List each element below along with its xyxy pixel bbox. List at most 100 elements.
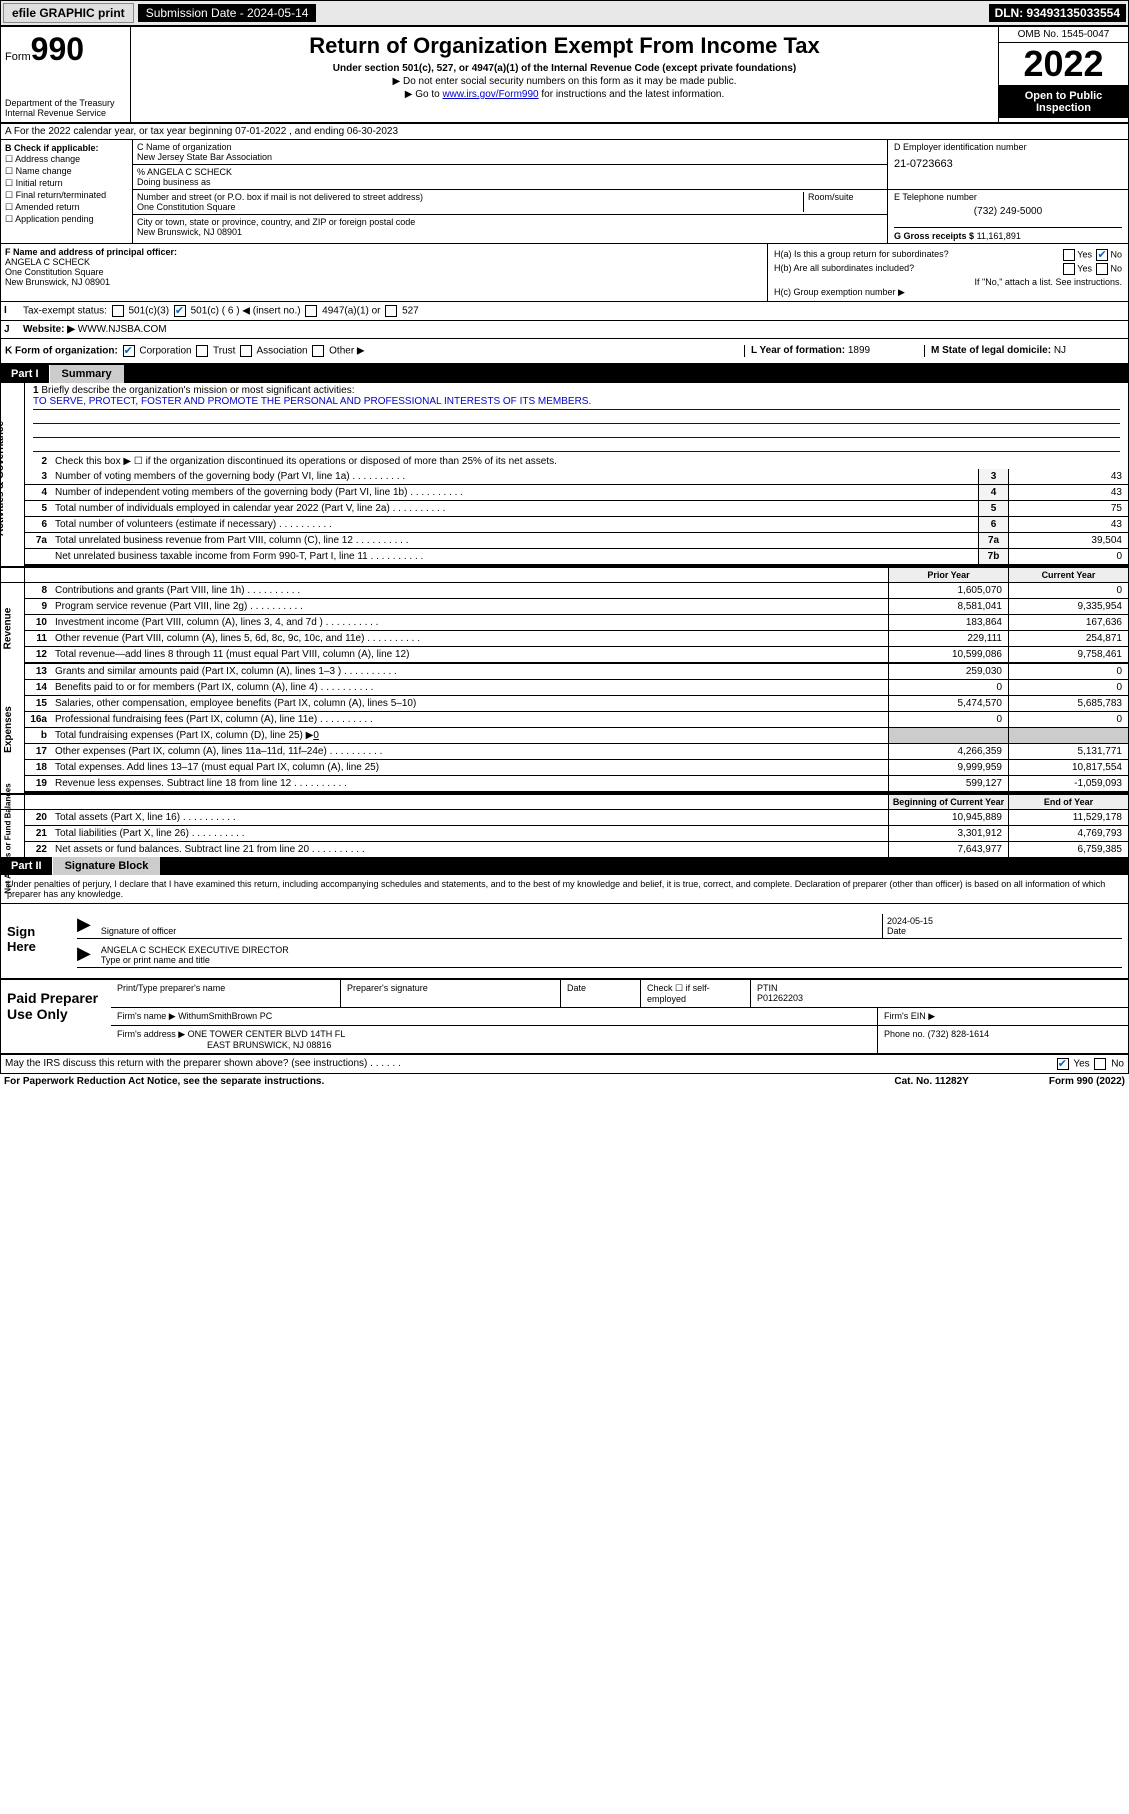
chk-app-pending[interactable]: ☐ Application pending — [5, 214, 128, 225]
p13: 259,030 — [888, 664, 1008, 679]
firm-phone-label: Phone no. — [884, 1029, 925, 1039]
addr-label: Number and street (or P.O. box if mail i… — [137, 192, 423, 202]
firm-addr2: EAST BRUNSWICK, NJ 08816 — [207, 1040, 331, 1050]
sig-date: 2024-05-15 — [887, 916, 933, 926]
discuss-no[interactable] — [1094, 1058, 1106, 1070]
telephone: (732) 249-5000 — [894, 206, 1122, 217]
form-header: Form990 Department of the Treasury Inter… — [1, 27, 1128, 124]
i-527[interactable] — [385, 305, 397, 317]
type-name-label: Type or print name and title — [101, 955, 210, 965]
p17: 4,266,359 — [888, 744, 1008, 759]
prep-selfemp[interactable]: Check ☐ if self-employed — [641, 980, 751, 1007]
chk-final-return[interactable]: ☐ Final return/terminated — [5, 190, 128, 201]
header-sub3: ▶ Go to www.irs.gov/Form990 for instruct… — [137, 89, 992, 100]
hb-yes[interactable] — [1063, 263, 1075, 275]
form-990: Form990 Department of the Treasury Inter… — [0, 26, 1129, 1074]
chk-initial-return[interactable]: ☐ Initial return — [5, 178, 128, 189]
ptin: P01262203 — [757, 993, 803, 1003]
c10: 167,636 — [1008, 615, 1128, 630]
p19: 599,127 — [888, 776, 1008, 791]
ein: 21-0723663 — [894, 158, 1122, 170]
f-label: F Name and address of principal officer: — [5, 247, 177, 257]
hb-no[interactable] — [1096, 263, 1108, 275]
paid-preparer-label: Paid Preparer Use Only — [1, 980, 111, 1053]
k-trust[interactable] — [196, 345, 208, 357]
j-label: Website: ▶ — [23, 324, 75, 335]
chk-address-change[interactable]: ☐ Address change — [5, 154, 128, 165]
firm-phone: (732) 828-1614 — [928, 1029, 990, 1039]
line-14: Benefits paid to or for members (Part IX… — [51, 680, 888, 695]
officer-addr2: New Brunswick, NJ 08901 — [5, 277, 110, 287]
line-3: Number of voting members of the governin… — [51, 469, 978, 484]
city-label: City or town, state or province, country… — [137, 217, 415, 227]
chk-amended[interactable]: ☐ Amended return — [5, 202, 128, 213]
part1-num: Part I — [1, 365, 49, 383]
col-f: F Name and address of principal officer:… — [1, 244, 768, 301]
p15: 5,474,570 — [888, 696, 1008, 711]
prior-current-header: Prior Year Current Year — [1, 566, 1128, 583]
line-5: Total number of individuals employed in … — [51, 501, 978, 516]
room-suite: Room/suite — [803, 192, 883, 212]
k-corp[interactable] — [123, 345, 135, 357]
i-501c[interactable] — [174, 305, 186, 317]
sig-date-label: Date — [887, 926, 906, 936]
line-17: Other expenses (Part IX, column (A), lin… — [51, 744, 888, 759]
discuss-yes[interactable] — [1057, 1058, 1069, 1070]
summary-net-assets: Net Assets or Fund Balances 20Total asse… — [1, 810, 1128, 857]
val-7a: 39,504 — [1008, 533, 1128, 548]
m-label: M State of legal domicile: — [931, 345, 1051, 356]
line-11: Other revenue (Part VIII, column (A), li… — [51, 631, 888, 646]
sign-arrow-icon: ▶ — [77, 943, 91, 967]
k-assoc[interactable] — [240, 345, 252, 357]
ha-no[interactable] — [1096, 249, 1108, 261]
part1-title: Summary — [49, 365, 124, 383]
p16a: 0 — [888, 712, 1008, 727]
line-2: Check this box ▶ ☐ if the organization d… — [51, 454, 1128, 469]
efile-print-button[interactable]: efile GRAPHIC print — [3, 3, 134, 23]
line-10: Investment income (Part VIII, column (A)… — [51, 615, 888, 630]
k-other[interactable] — [312, 345, 324, 357]
part1-header: Part I Summary — [1, 365, 1128, 383]
col-c-address: Number and street (or P.O. box if mail i… — [133, 190, 888, 243]
cat-no: Cat. No. 11282Y — [894, 1076, 968, 1087]
footer-bar: For Paperwork Reduction Act Notice, see … — [0, 1074, 1129, 1089]
website: WWW.NJSBA.COM — [78, 324, 167, 335]
line-16a: Professional fundraising fees (Part IX, … — [51, 712, 888, 727]
line-7a: Total unrelated business revenue from Pa… — [51, 533, 978, 548]
p10: 183,864 — [888, 615, 1008, 630]
boy-hdr: Beginning of Current Year — [888, 795, 1008, 809]
chk-name-change[interactable]: ☐ Name change — [5, 166, 128, 177]
open-to-public: Open to Public Inspection — [999, 86, 1128, 118]
line-16b: Total fundraising expenses (Part IX, col… — [51, 728, 888, 743]
prep-sig-hdr: Preparer's signature — [341, 980, 561, 1007]
i-501c3[interactable] — [112, 305, 124, 317]
current-year-hdr: Current Year — [1008, 568, 1128, 582]
ha-yes[interactable] — [1063, 249, 1075, 261]
boy-eoy-header: Beginning of Current Year End of Year — [1, 793, 1128, 810]
header-right: OMB No. 1545-0047 2022 Open to Public In… — [998, 27, 1128, 122]
p21: 3,301,912 — [888, 826, 1008, 841]
signature-declaration: Under penalties of perjury, I declare th… — [1, 875, 1128, 904]
line-20: Total assets (Part X, line 16) — [51, 810, 888, 825]
e-label: E Telephone number — [894, 192, 1122, 202]
i-4947[interactable] — [305, 305, 317, 317]
dept-treasury: Department of the Treasury Internal Reve… — [5, 98, 126, 118]
year-formation: 1899 — [848, 345, 870, 356]
irs-link[interactable]: www.irs.gov/Form990 — [442, 89, 538, 100]
form-ref: Form 990 (2022) — [1049, 1076, 1125, 1087]
firm-addr-label: Firm's address ▶ — [117, 1029, 185, 1039]
line-21: Total liabilities (Part X, line 26) — [51, 826, 888, 841]
form-title: Return of Organization Exempt From Incom… — [137, 33, 992, 59]
col-d: D Employer identification number 21-0723… — [888, 140, 1128, 189]
officer-addr1: One Constitution Square — [5, 267, 104, 277]
i-label: Tax-exempt status: — [23, 306, 107, 317]
g-label: G Gross receipts $ — [894, 231, 974, 241]
p18: 9,999,959 — [888, 760, 1008, 775]
line-19: Revenue less expenses. Subtract line 18 … — [51, 776, 888, 791]
row-j: J Website: ▶ WWW.NJSBA.COM — [1, 321, 1128, 339]
hb-label: H(b) Are all subordinates included? — [774, 263, 914, 275]
ptin-label: PTIN — [757, 983, 778, 993]
strip-expenses: Expenses — [3, 706, 14, 753]
line-1: 1 Briefly describe the organization's mi… — [25, 383, 1128, 454]
j-letter: J — [1, 321, 19, 338]
